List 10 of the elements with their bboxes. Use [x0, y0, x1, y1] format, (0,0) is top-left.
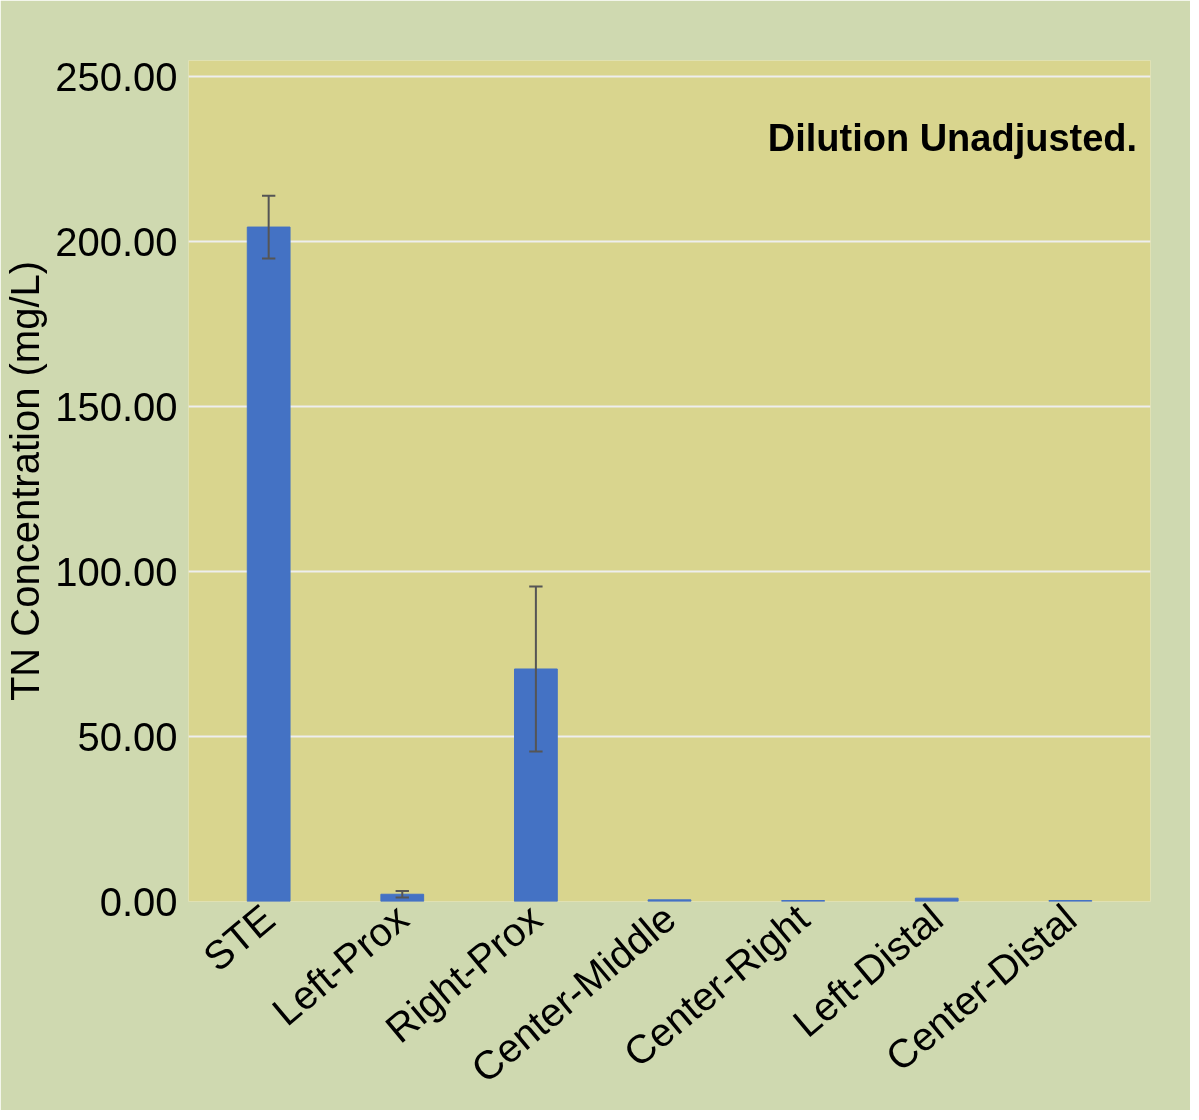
y-tick-label: 100.00: [55, 549, 178, 594]
y-tick-label: 250.00: [55, 54, 178, 99]
bar: [246, 226, 291, 902]
y-axis-title: TN Concentration (mg/L): [3, 260, 48, 702]
y-tick-label: 50.00: [77, 714, 178, 759]
y-tick-label: 0.00: [99, 879, 178, 924]
bar: [514, 668, 558, 902]
annotation: Dilution Unadjusted.: [767, 117, 1138, 160]
y-tick-label: 150.00: [55, 384, 178, 429]
y-tick-label: 200.00: [55, 219, 178, 264]
